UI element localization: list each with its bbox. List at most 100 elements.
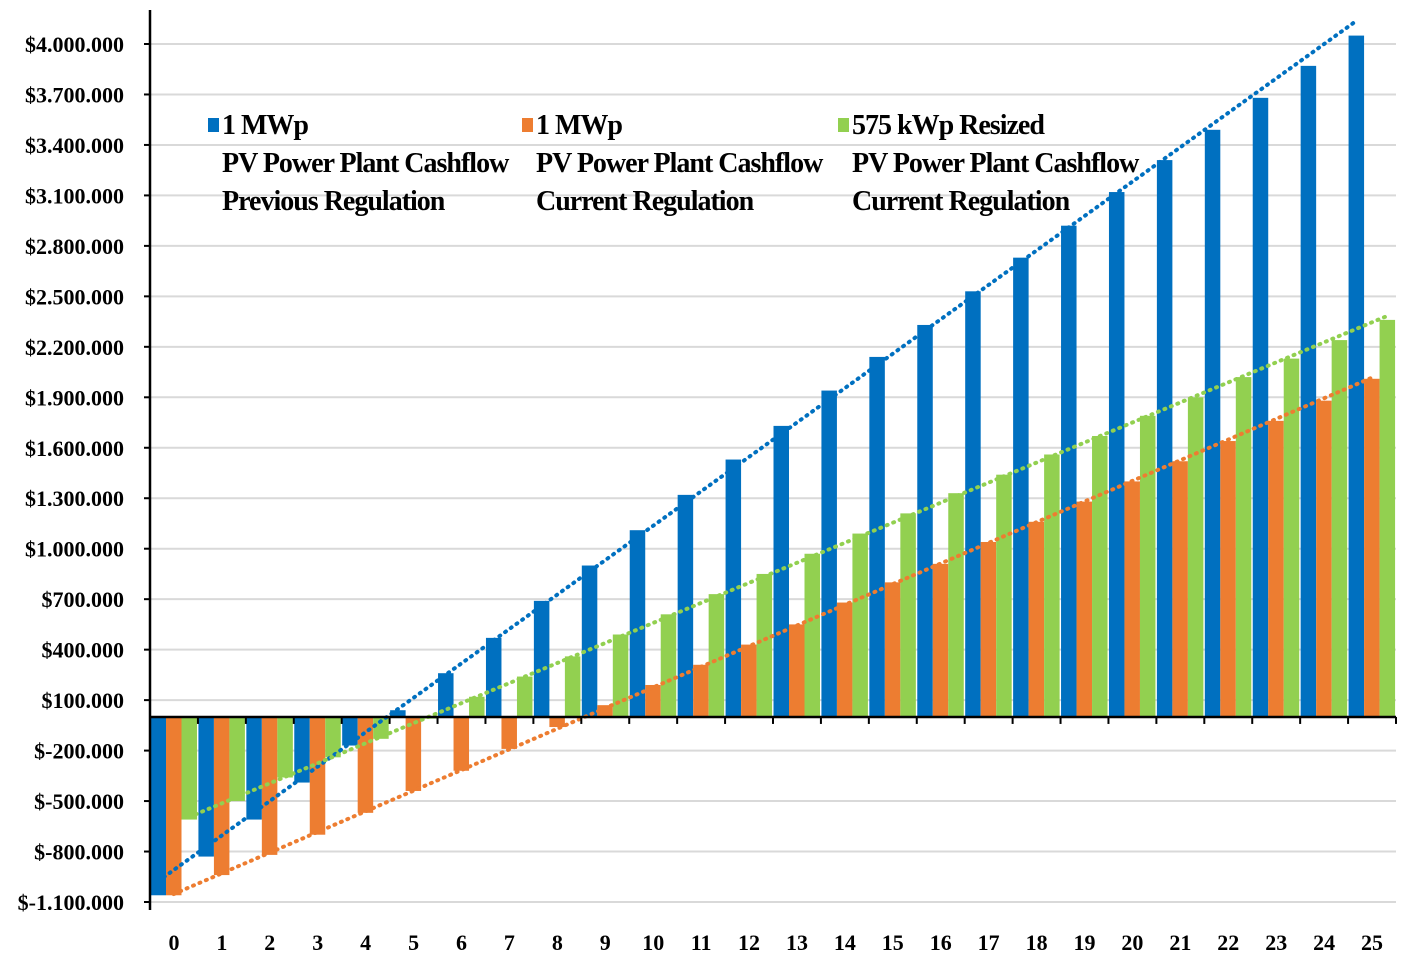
y-tick-label: $400.000 [42, 638, 125, 663]
bars [150, 35, 1396, 896]
bar-series-2-cat-22 [1235, 377, 1252, 717]
bar-series-2-cat-9 [612, 634, 629, 717]
bar-series-2-cat-17 [996, 474, 1012, 717]
legend-label-line: PV Power Plant Cashflow [852, 148, 1140, 179]
x-tick-label: 19 [1074, 930, 1096, 955]
bar-series-1-cat-23 [1268, 420, 1284, 717]
bar-series-1-cat-17 [980, 541, 997, 717]
bar-series-1-cat-19 [1076, 501, 1093, 717]
legend-swatch [208, 118, 219, 132]
x-axis-tick-labels: 0 1 2 3 4 5 6 7 8 9 10 11 12 13 14 15 16 17 18 19 20 21 22 23 24… [168, 930, 1383, 955]
x-tick-label: 25 [1361, 930, 1383, 955]
bar-series-2-cat-1 [229, 716, 245, 802]
legend-swatch [522, 118, 533, 132]
bar-series-2-cat-20 [1139, 415, 1156, 717]
x-tick-label: 21 [1169, 930, 1191, 955]
x-tick-label: 10 [642, 930, 664, 955]
y-tick-label: $3.700.000 [25, 82, 124, 107]
y-tick-label: $-1.100.000 [18, 890, 124, 915]
x-tick-label: 12 [738, 930, 760, 955]
trendline-series-0 [156, 18, 1359, 884]
x-tick-label: 24 [1313, 930, 1335, 955]
x-tick-label: 14 [834, 930, 856, 955]
x-tick-label: 16 [930, 930, 952, 955]
bar-series-1-cat-6 [453, 716, 470, 771]
legend-entry-2: 575 kWp Resized PV Power Plant Cashflow Cu… [838, 110, 1141, 217]
legend-entry-0: 1 MWp PV Power Plant Cashflow Previous Reg… [208, 110, 511, 217]
bar-series-1-cat-15 [884, 582, 901, 717]
bar-series-0-cat-7 [485, 637, 502, 717]
x-tick-label: 4 [360, 930, 371, 955]
bar-series-1-cat-14 [836, 602, 853, 717]
bar-series-2-cat-24 [1331, 340, 1348, 717]
bar-series-2-cat-7 [516, 676, 533, 717]
bar-series-1-cat-10 [645, 684, 661, 717]
bar-series-1-cat-12 [741, 644, 757, 717]
x-tick-label: 5 [408, 930, 419, 955]
x-tick-label: 1 [216, 930, 227, 955]
bar-series-1-cat-24 [1316, 400, 1332, 717]
legend-label-line: 1 MWp [222, 110, 308, 141]
bar-series-0-cat-0 [150, 716, 166, 896]
bar-series-0-cat-11 [677, 494, 694, 717]
y-tick-label: $2.200.000 [25, 335, 124, 360]
bar-series-1-cat-18 [1028, 521, 1045, 717]
y-tick-label: $1.000.000 [25, 537, 124, 562]
bar-series-0-cat-13 [773, 425, 789, 717]
bar-series-2-cat-6 [469, 696, 485, 717]
bar-series-2-cat-19 [1092, 435, 1108, 717]
bar-series-1-cat-5 [405, 716, 422, 791]
bar-series-2-cat-4 [373, 716, 389, 739]
bar-series-2-cat-16 [948, 493, 964, 717]
bar-series-2-cat-21 [1187, 397, 1204, 717]
x-tick-label: 18 [1026, 930, 1048, 955]
bar-series-1-cat-16 [932, 563, 949, 717]
bar-series-1-cat-8 [549, 716, 565, 728]
bar-series-1-cat-1 [213, 716, 230, 876]
y-tick-label: $-500.000 [34, 789, 124, 814]
bar-series-0-cat-5 [390, 710, 406, 717]
bar-series-0-cat-16 [917, 324, 933, 717]
y-tick-label: $2.800.000 [25, 234, 124, 259]
x-tick-label: 20 [1121, 930, 1143, 955]
legend-label-line: Current Regulation [852, 186, 1071, 217]
bar-series-2-cat-11 [708, 594, 725, 717]
x-tick-label: 2 [264, 930, 275, 955]
bar-series-1-cat-11 [693, 664, 709, 717]
legend-label-line: Current Regulation [536, 186, 755, 217]
bar-series-2-cat-0 [181, 716, 197, 820]
bar-series-1-cat-20 [1124, 481, 1140, 717]
bar-series-2-cat-14 [852, 533, 868, 717]
bar-series-2-cat-25 [1379, 319, 1396, 717]
legend-label-line: 575 kWp Resized [852, 110, 1045, 141]
axes [144, 10, 1397, 910]
y-tick-label: $700.000 [42, 587, 125, 612]
trendlines [156, 18, 1390, 897]
bar-series-1-cat-9 [597, 705, 613, 717]
x-tick-label: 15 [882, 930, 904, 955]
y-tick-label: $2.500.000 [25, 284, 124, 309]
y-tick-label: $3.100.000 [25, 183, 124, 208]
y-tick-label: $1.600.000 [25, 436, 124, 461]
y-tick-label: $3.400.000 [25, 133, 124, 158]
bar-series-0-cat-25 [1348, 35, 1365, 717]
bar-series-2-cat-12 [756, 573, 773, 717]
bar-series-0-cat-23 [1252, 97, 1269, 717]
x-tick-label: 23 [1265, 930, 1287, 955]
bar-series-1-cat-0 [166, 716, 182, 896]
bar-series-0-cat-9 [581, 565, 598, 717]
bar-series-0-cat-18 [1013, 257, 1029, 717]
bar-series-2-cat-2 [277, 716, 293, 778]
bar-series-1-cat-4 [357, 716, 374, 813]
bar-series-1-cat-25 [1364, 378, 1380, 717]
y-tick-label: $100.000 [42, 688, 125, 713]
bar-series-1-cat-22 [1220, 441, 1236, 717]
x-tick-label: 3 [312, 930, 323, 955]
bar-series-0-cat-10 [629, 530, 646, 717]
y-tick-label: $4.000.000 [25, 32, 124, 57]
legend-swatch [838, 118, 849, 132]
x-tick-label: 8 [552, 930, 563, 955]
bar-series-0-cat-4 [342, 716, 358, 746]
